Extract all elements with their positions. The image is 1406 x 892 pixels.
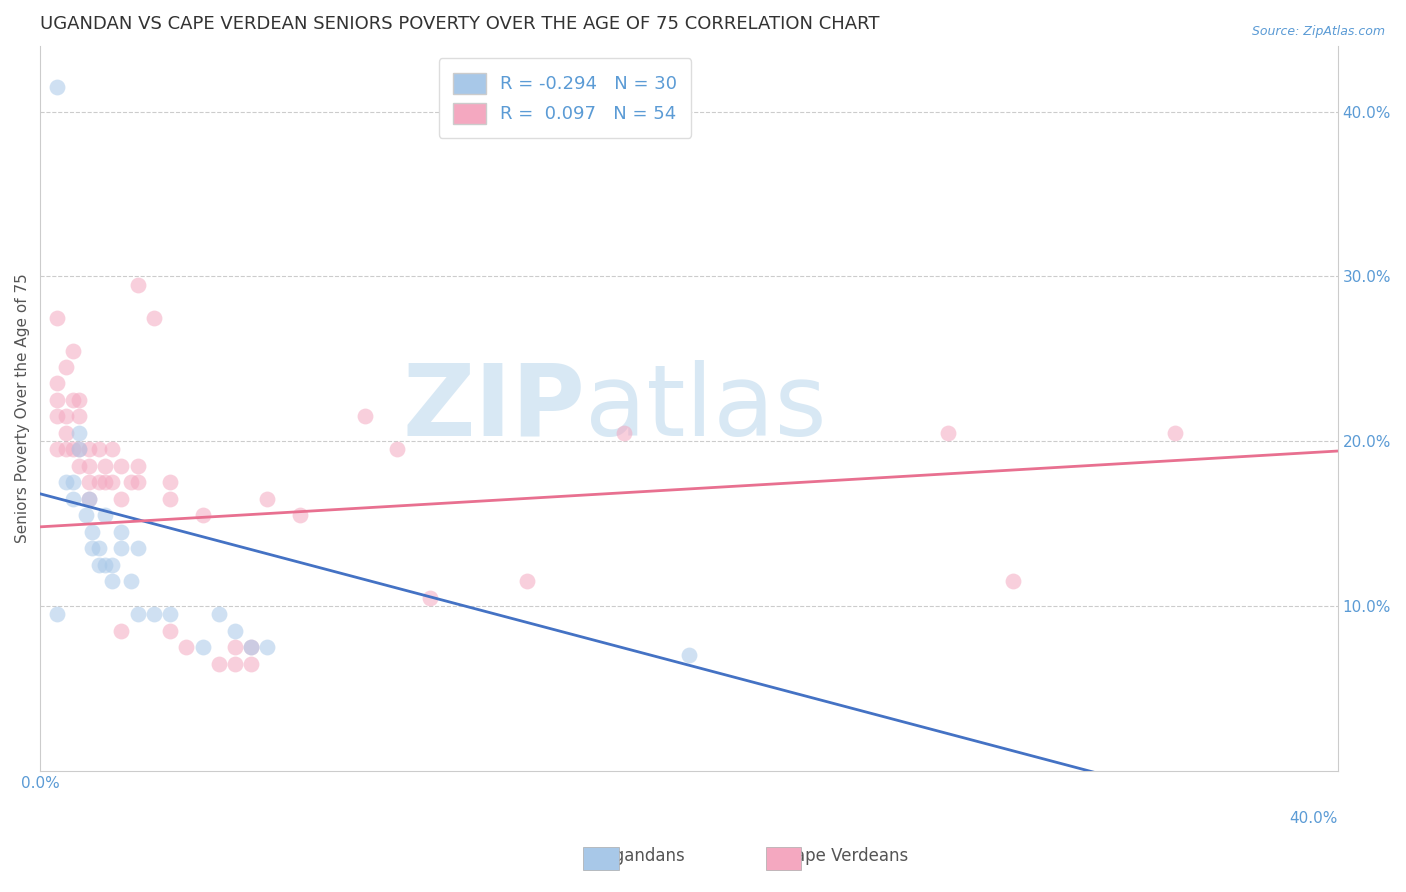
Point [67,425,90,440]
Point [159,475,181,490]
Text: Source: ZipAtlas.com: Source: ZipAtlas.com [1251,25,1385,38]
Legend: R = -0.294   N = 30, R =  0.097   N = 54: R = -0.294 N = 30, R = 0.097 N = 54 [439,58,692,138]
Point [62,343,84,358]
Point [77,442,100,457]
Point [94,558,117,572]
Point [240,640,263,654]
Point [938,425,960,440]
Point [45,442,67,457]
Point [82,524,104,539]
Text: Cape Verdeans: Cape Verdeans [773,847,908,865]
Point [75,508,97,523]
Point [110,458,132,473]
Point [159,607,181,622]
Point [353,409,375,424]
Text: 40.0%: 40.0% [1289,811,1337,826]
Point [224,624,246,638]
Point [62,475,84,490]
Point [82,541,104,556]
Point [55,359,77,374]
Point [127,277,149,292]
Point [110,524,132,539]
Point [100,475,122,490]
Point [224,640,246,654]
Point [45,376,67,391]
Point [613,425,636,440]
Point [100,442,122,457]
Point [110,491,132,506]
Point [208,657,231,671]
Point [127,475,149,490]
Text: ZIP: ZIP [402,359,585,457]
Point [256,491,278,506]
Point [87,442,110,457]
Point [191,508,214,523]
Point [62,442,84,457]
Point [208,607,231,622]
Point [120,475,142,490]
Point [191,640,214,654]
Point [94,458,117,473]
Point [142,607,165,622]
Point [45,310,67,325]
Point [176,640,198,654]
Point [385,442,408,457]
Point [45,409,67,424]
Point [45,607,67,622]
Point [77,491,100,506]
Point [516,574,538,589]
Point [87,475,110,490]
Point [67,442,90,457]
Point [256,640,278,654]
Point [100,574,122,589]
Point [55,475,77,490]
Point [55,425,77,440]
Point [62,392,84,407]
Point [127,458,149,473]
Point [127,607,149,622]
Point [55,409,77,424]
Point [288,508,311,523]
Point [55,442,77,457]
Point [142,310,165,325]
Point [1164,425,1187,440]
Point [67,458,90,473]
Point [45,392,67,407]
Point [67,442,90,457]
Point [45,79,67,94]
Point [94,475,117,490]
Point [67,409,90,424]
Point [240,640,263,654]
Point [159,491,181,506]
Point [1002,574,1025,589]
Point [419,591,441,605]
Text: atlas: atlas [585,359,827,457]
Point [120,574,142,589]
Point [87,558,110,572]
Point [77,491,100,506]
Point [678,648,700,663]
Point [224,657,246,671]
Point [94,508,117,523]
Point [127,541,149,556]
Y-axis label: Seniors Poverty Over the Age of 75: Seniors Poverty Over the Age of 75 [15,273,30,543]
Text: UGANDAN VS CAPE VERDEAN SENIORS POVERTY OVER THE AGE OF 75 CORRELATION CHART: UGANDAN VS CAPE VERDEAN SENIORS POVERTY … [41,15,880,33]
Point [159,624,181,638]
Point [110,541,132,556]
Point [62,491,84,506]
Point [87,541,110,556]
Point [67,392,90,407]
Text: Ugandans: Ugandans [591,847,685,865]
Point [77,458,100,473]
Point [240,657,263,671]
Point [100,558,122,572]
Point [110,624,132,638]
Point [77,475,100,490]
